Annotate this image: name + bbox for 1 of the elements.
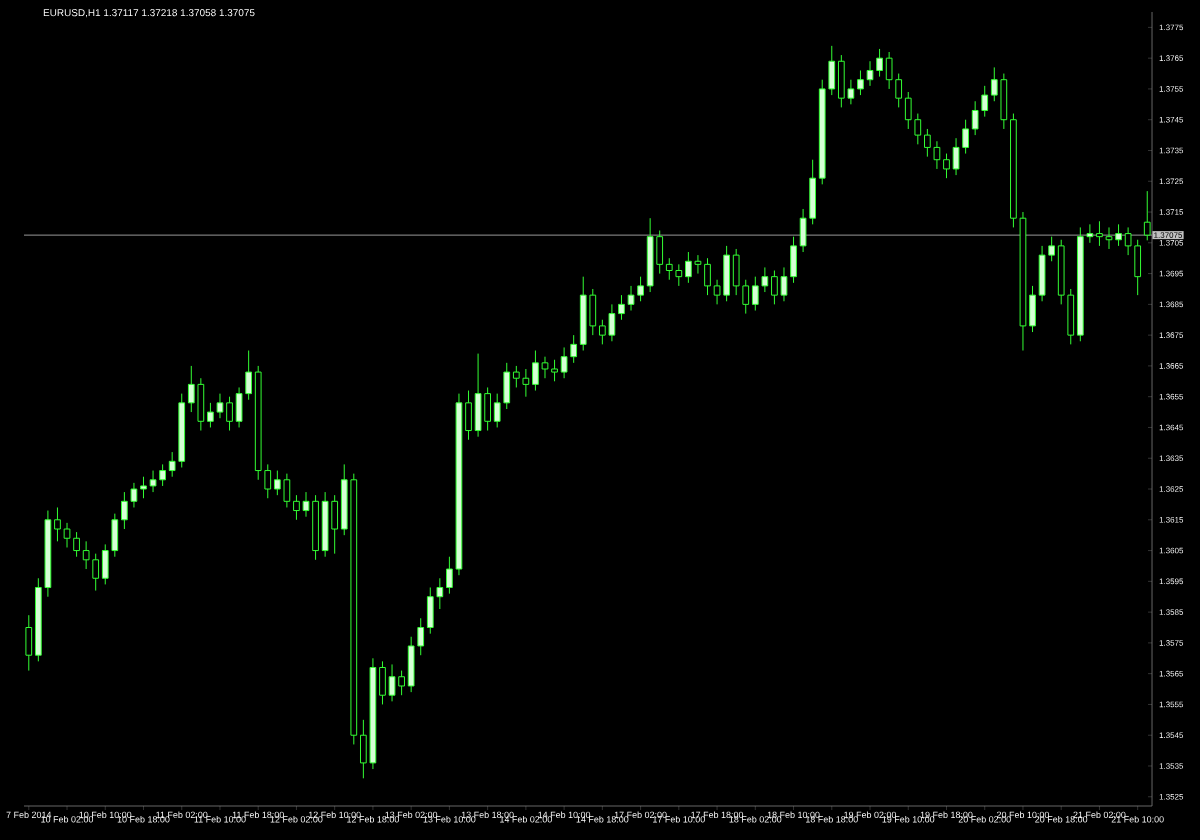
candlestick [1143,190,1151,241]
